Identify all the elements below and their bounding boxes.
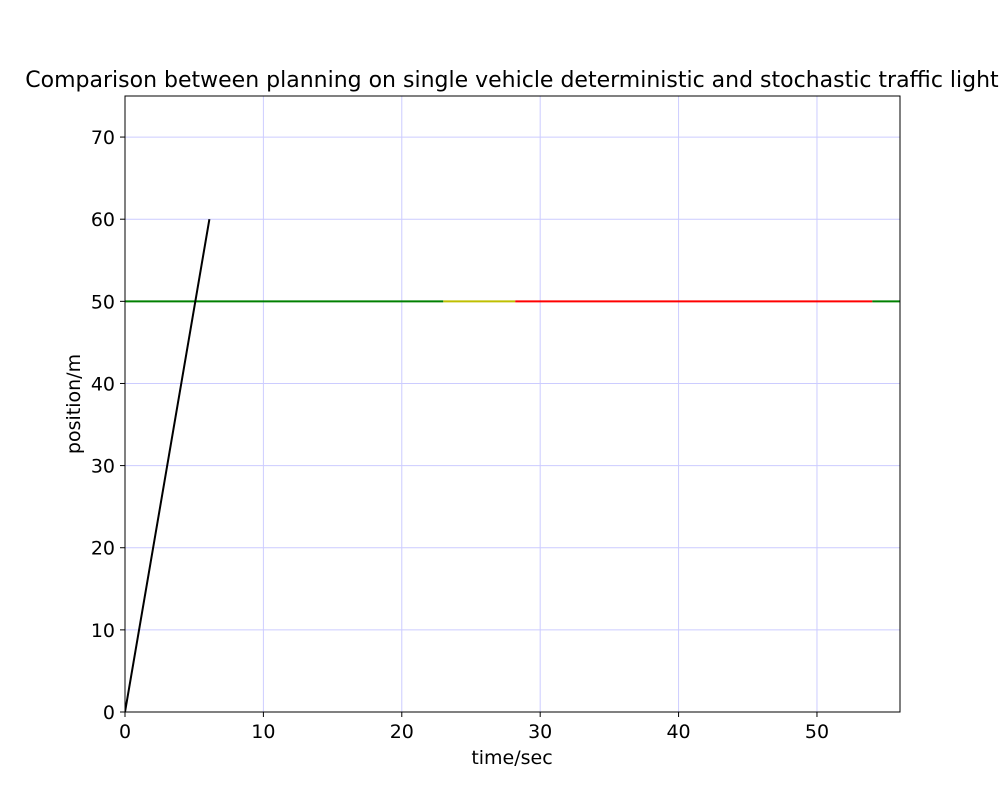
y-tick-label: 30: [91, 456, 115, 478]
y-tick-label: 0: [103, 702, 115, 724]
series-layer: [125, 219, 900, 712]
y-tick-label: 40: [91, 373, 115, 395]
x-tick-label: 10: [251, 721, 275, 743]
axis-ticks: 0 10 20 30 40 50 0 10 20 30 40 50 60 70: [91, 127, 829, 743]
plot-area: [125, 96, 900, 712]
x-tick-label: 50: [805, 721, 829, 743]
x-tick-label: 40: [666, 721, 690, 743]
y-tick-label: 70: [91, 127, 115, 149]
y-tick-label: 20: [91, 538, 115, 560]
y-tick-label: 50: [91, 291, 115, 313]
y-axis-label: position/m: [63, 354, 85, 454]
x-tick-label: 30: [528, 721, 552, 743]
y-tick-label: 10: [91, 620, 115, 642]
vehicle-trajectory-line: [125, 219, 211, 712]
x-tick-label: 20: [390, 721, 414, 743]
x-tick-label: 0: [119, 721, 131, 743]
plot-frame: [124, 95, 901, 713]
x-axis-label: time/sec: [471, 747, 552, 769]
y-tick-label: 60: [91, 209, 115, 231]
chart-title: Comparison between planning on single ve…: [25, 68, 999, 93]
